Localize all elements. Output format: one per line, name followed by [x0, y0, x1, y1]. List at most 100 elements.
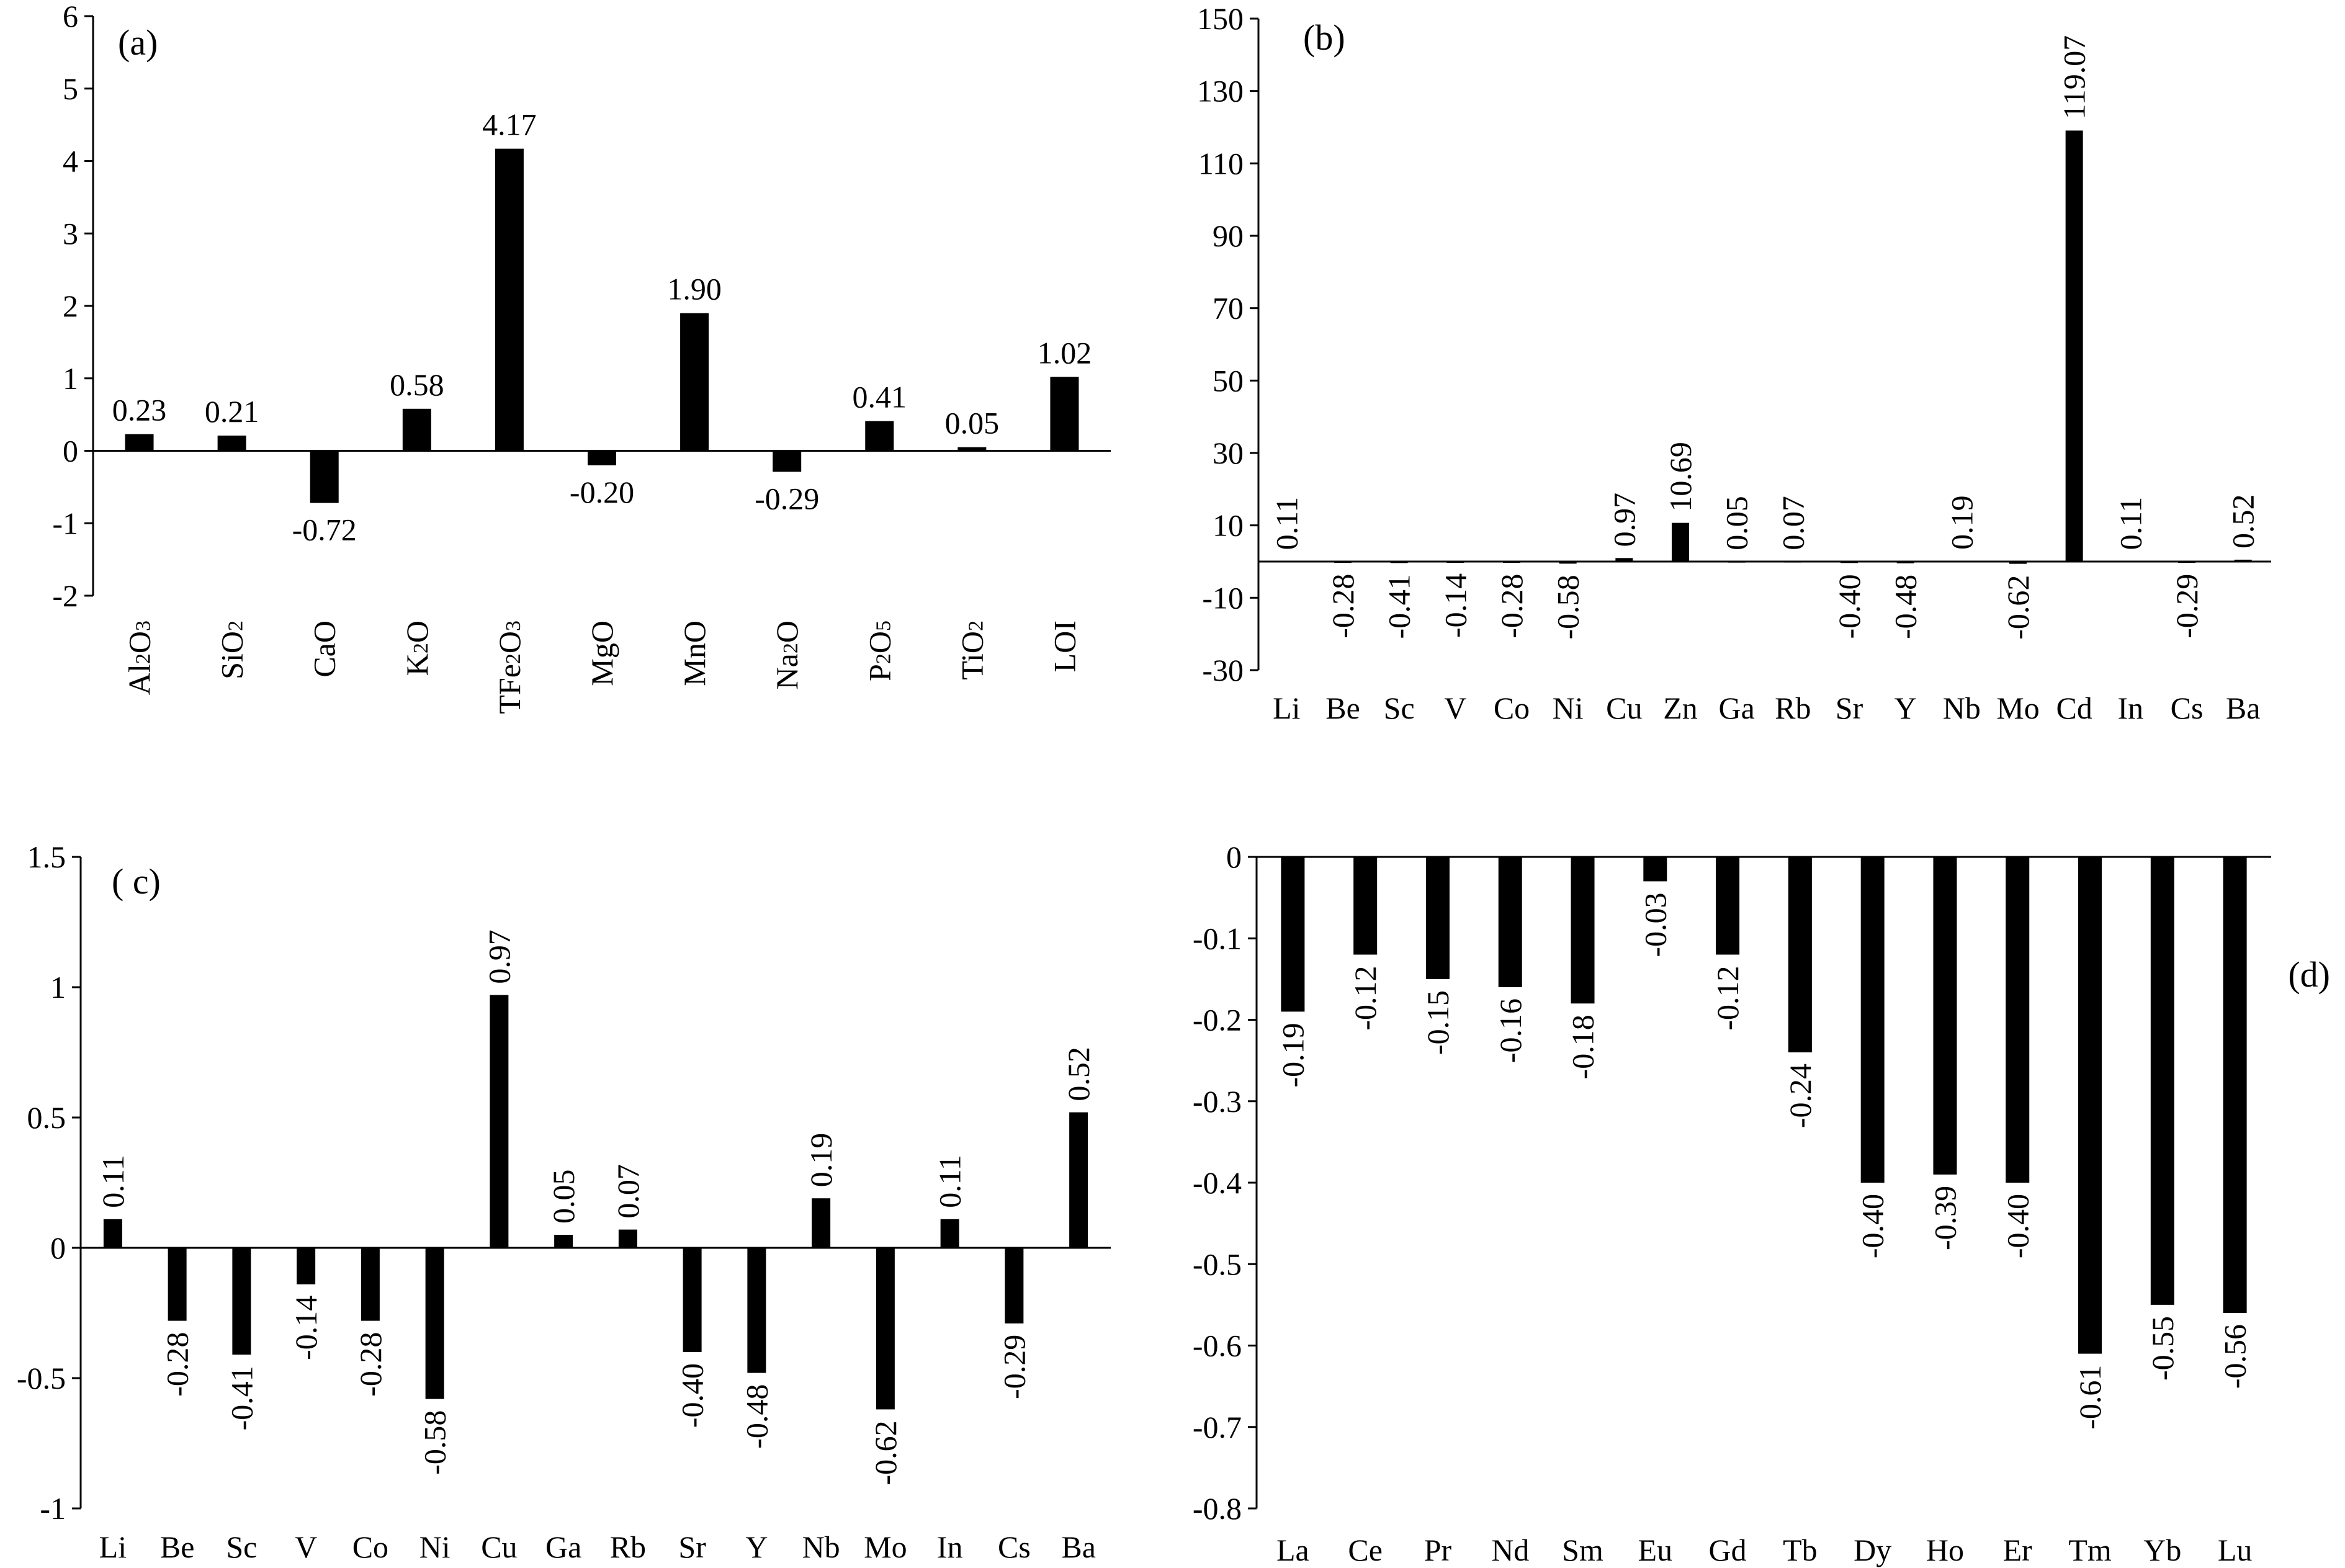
bar	[876, 1248, 895, 1410]
bar	[1559, 562, 1577, 564]
panel-label: (d)	[2288, 954, 2330, 995]
bar	[168, 1248, 187, 1321]
bar	[1615, 558, 1633, 562]
x-tick-label: Nd	[1491, 1533, 1529, 1567]
chart-panel-c: 1.5 1 0.5 0 -0.5 -1 0.11 Li -0.28 Be -0.41 Sc -0.14 V…	[17, 840, 1111, 1564]
bar	[1860, 857, 1885, 1183]
x-tick-label: V	[295, 1530, 317, 1564]
bar	[361, 1248, 380, 1321]
x-tick-label: Sm	[1562, 1533, 1603, 1567]
bar	[490, 995, 509, 1248]
data-label: -0.58	[418, 1410, 452, 1475]
bar	[683, 1248, 702, 1352]
x-tick-label: Lu	[2218, 1533, 2253, 1567]
y-tick-label: -10	[1202, 580, 1244, 615]
x-tick-label: Ni	[419, 1530, 451, 1564]
y-tick-label: -0.2	[1193, 1003, 1242, 1037]
bar	[402, 408, 431, 451]
y-tick-label: 90	[1213, 218, 1244, 253]
bar	[2150, 857, 2174, 1305]
data-label: 0.05	[546, 1170, 581, 1224]
bar	[232, 1248, 251, 1355]
data-label: -0.55	[2145, 1316, 2180, 1381]
data-label: -0.62	[2001, 575, 2035, 640]
bar	[812, 1198, 831, 1248]
y-tick-label: 0	[63, 434, 78, 468]
x-tick-label: Sr	[1836, 691, 1863, 725]
bar	[1728, 561, 1746, 563]
data-label: -0.28	[353, 1332, 388, 1397]
x-tick-label: Cs	[2171, 691, 2204, 725]
data-label: -0.18	[1566, 1015, 1600, 1079]
bar	[125, 434, 154, 451]
data-label: -0.24	[1783, 1064, 1818, 1128]
y-tick-label: 70	[1213, 291, 1244, 326]
data-label: -0.48	[739, 1384, 774, 1449]
bar	[1716, 857, 1740, 955]
y-tick-label: -0.5	[1193, 1247, 1242, 1281]
bar	[1672, 522, 1689, 562]
x-tick-label: MnO	[677, 620, 712, 686]
x-tick-label: Er	[2003, 1533, 2033, 1567]
data-label: 0.21	[205, 394, 259, 429]
y-tick-label: -2	[52, 578, 78, 613]
x-tick-label: Ce	[1348, 1533, 1383, 1567]
y-tick-label: 1.5	[27, 840, 66, 874]
bar	[2122, 561, 2140, 563]
bar	[554, 1235, 573, 1248]
x-tick-label: Eu	[1638, 1533, 1673, 1567]
bar	[495, 148, 524, 451]
bar	[940, 1219, 959, 1248]
data-label: -0.12	[1710, 966, 1745, 1031]
bar	[1571, 857, 1595, 1004]
bar	[680, 313, 709, 451]
data-label: 119.07	[2057, 35, 2092, 120]
bar	[1050, 377, 1079, 451]
data-label: -0.14	[1438, 573, 1473, 638]
bar	[1281, 857, 1305, 1012]
data-label: -0.29	[997, 1335, 1031, 1399]
bar	[2065, 130, 2083, 562]
x-tick-label: Rb	[610, 1530, 646, 1564]
x-tick-label: TiO2	[954, 620, 989, 680]
bar	[103, 1219, 122, 1248]
bar	[425, 1248, 444, 1399]
data-label: 0.05	[1720, 496, 1754, 550]
x-tick-label: In	[2118, 691, 2144, 725]
panel-label: ( c)	[112, 861, 161, 902]
data-label: -0.20	[570, 475, 634, 509]
bar	[2078, 857, 2102, 1354]
y-tick-label: -0.6	[1193, 1328, 1242, 1363]
data-label: -0.40	[1832, 574, 1867, 638]
x-tick-label: Ba	[1061, 1530, 1096, 1564]
y-tick-label: -0.1	[1193, 921, 1242, 956]
y-tick-label: 0.5	[27, 1100, 66, 1135]
data-label: 0.41	[853, 380, 907, 414]
bar	[747, 1248, 766, 1373]
y-tick-label: 110	[1198, 146, 1244, 181]
x-tick-label: LOI	[1047, 620, 1082, 672]
bar	[310, 450, 339, 503]
bar	[1896, 562, 1914, 563]
y-tick-label: -0.8	[1193, 1491, 1242, 1526]
y-tick-label: 5	[63, 71, 78, 106]
data-label: 10.69	[1663, 442, 1698, 512]
x-tick-label: Co	[352, 1530, 388, 1564]
y-tick-label: 0	[1226, 840, 1242, 874]
data-label: -0.62	[868, 1420, 903, 1485]
bar	[2178, 562, 2195, 563]
x-tick-label: Yb	[2143, 1533, 2181, 1567]
data-label: -0.29	[2169, 574, 2204, 638]
bar	[865, 421, 894, 451]
data-label: -0.29	[755, 481, 819, 516]
x-tick-label: Pr	[1424, 1533, 1452, 1567]
x-tick-label: Cs	[998, 1530, 1031, 1564]
panel-label: (b)	[1303, 17, 1345, 58]
x-tick-label: Ba	[2226, 691, 2261, 725]
y-tick-label: 130	[1197, 74, 1244, 109]
bar	[1788, 857, 1812, 1052]
data-label: -0.28	[1494, 574, 1529, 638]
x-tick-label: Y	[745, 1530, 768, 1564]
data-label: 0.58	[390, 367, 444, 402]
x-tick-label: Cu	[481, 1530, 517, 1564]
